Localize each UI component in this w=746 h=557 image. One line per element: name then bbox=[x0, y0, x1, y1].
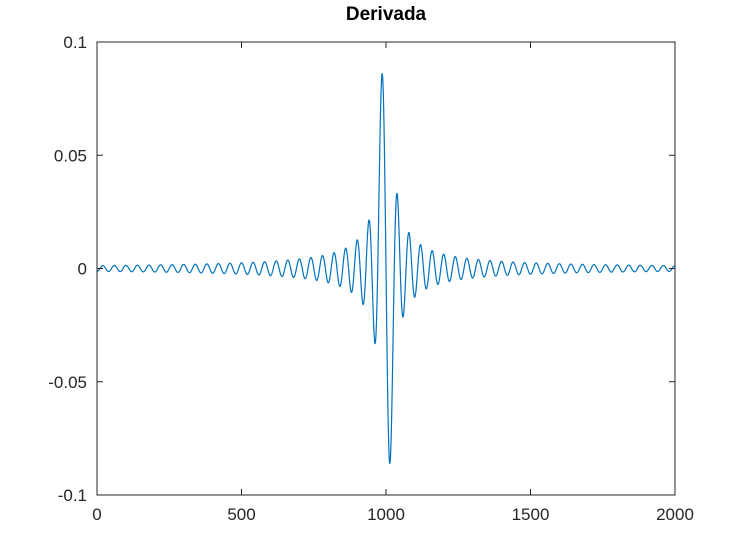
series-line-derivada bbox=[97, 73, 675, 464]
x-tick-label: 2000 bbox=[656, 505, 694, 524]
x-tick-label: 1500 bbox=[512, 505, 550, 524]
x-tick-label: 500 bbox=[227, 505, 255, 524]
y-tick-label: 0.1 bbox=[63, 33, 87, 52]
ticks: 0 500 1000 1500 2000 0.1 0.05 0 -0.05 -0.1 bbox=[48, 33, 694, 524]
y-tick-label: -0.05 bbox=[48, 373, 87, 392]
plot-area bbox=[97, 73, 675, 464]
x-tick-label: 1000 bbox=[367, 505, 405, 524]
y-tick-label: -0.1 bbox=[58, 486, 87, 505]
x-tick-label: 0 bbox=[92, 505, 101, 524]
chart-title: Derivada bbox=[346, 4, 427, 25]
y-tick-label: 0 bbox=[78, 260, 87, 279]
y-tick-label: 0.05 bbox=[54, 146, 87, 165]
